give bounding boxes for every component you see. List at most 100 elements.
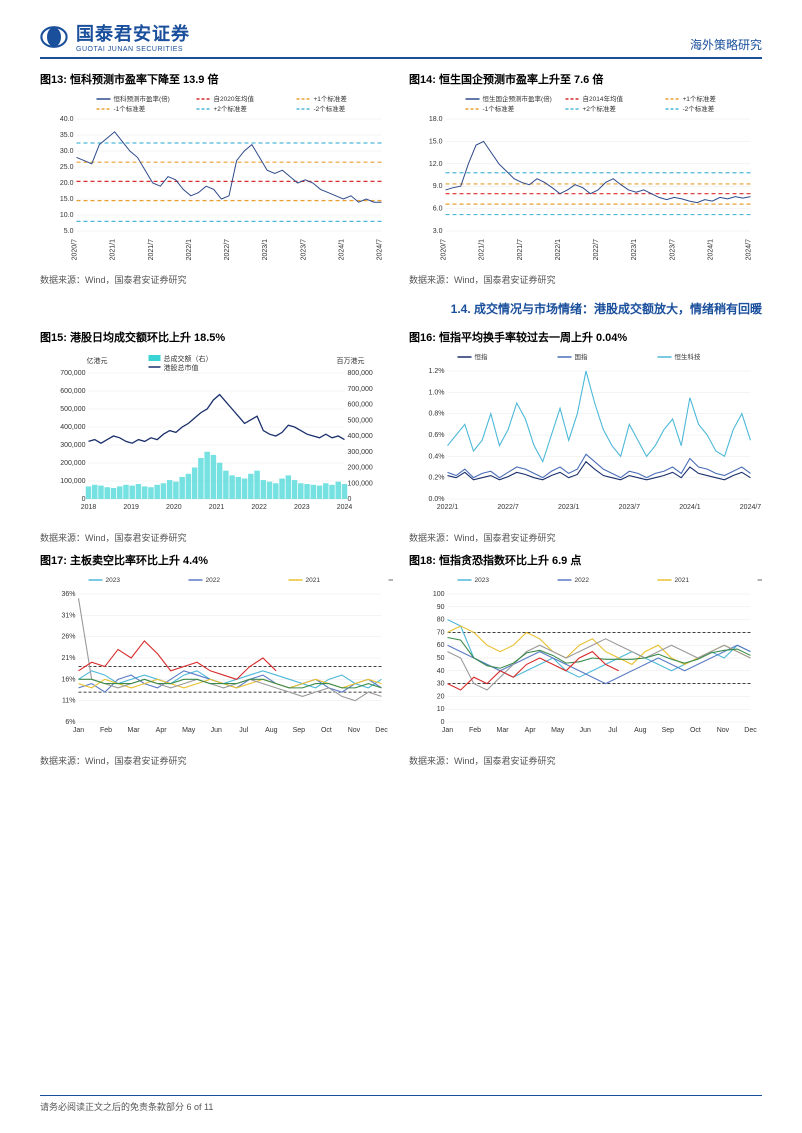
chart-15-source: 数据来源：Wind，国泰君安证券研究: [40, 531, 393, 544]
svg-text:Jan: Jan: [442, 727, 453, 734]
chart-17-title: 图17: 主板卖空比率环比上升 4.4%: [40, 552, 393, 568]
svg-text:30.0: 30.0: [60, 148, 74, 155]
svg-text:21%: 21%: [61, 655, 75, 662]
svg-text:500,000: 500,000: [60, 406, 85, 413]
svg-text:0.6%: 0.6%: [429, 432, 445, 439]
svg-text:2019: 2019: [123, 504, 139, 511]
svg-text:500,000: 500,000: [348, 417, 373, 424]
svg-text:Jun: Jun: [211, 727, 222, 734]
svg-text:400,000: 400,000: [60, 424, 85, 431]
chart-14-title: 图14: 恒生国企预测市盈率上升至 7.6 倍: [409, 71, 762, 87]
svg-text:Jun: Jun: [580, 727, 591, 734]
svg-text:-2个标准差: -2个标准差: [683, 104, 715, 113]
svg-text:100,000: 100,000: [60, 478, 85, 485]
svg-text:300,000: 300,000: [60, 442, 85, 449]
svg-text:2023/7: 2023/7: [669, 239, 676, 261]
svg-text:2021/1: 2021/1: [479, 239, 486, 261]
svg-text:40: 40: [437, 668, 445, 675]
svg-text:20.0: 20.0: [60, 180, 74, 187]
svg-text:1.0%: 1.0%: [429, 389, 445, 396]
svg-text:2020: 2020: [166, 504, 182, 511]
chart-16-title: 图16: 恒指平均换手率较过去一周上升 0.04%: [409, 329, 762, 345]
svg-text:26%: 26%: [61, 634, 75, 641]
svg-text:600,000: 600,000: [348, 402, 373, 409]
svg-text:+2个标准差: +2个标准差: [214, 104, 248, 113]
svg-text:2021: 2021: [209, 504, 225, 511]
svg-text:Sep: Sep: [293, 727, 306, 734]
svg-text:16%: 16%: [61, 676, 75, 683]
svg-text:0: 0: [441, 719, 445, 726]
svg-text:80: 80: [437, 617, 445, 624]
svg-text:2022/1: 2022/1: [437, 504, 459, 511]
svg-text:Oct: Oct: [690, 727, 701, 734]
svg-text:9.0: 9.0: [433, 183, 443, 190]
svg-text:100,000: 100,000: [348, 480, 373, 487]
svg-text:恒生科技: 恒生科技: [675, 352, 702, 361]
chart-15-block: 图15: 港股日均成交额环比上升 18.5% 0 100,000 200,000 30…: [40, 329, 393, 544]
svg-text:Mar: Mar: [128, 727, 141, 734]
logo-block: 国泰君安证券 GUOTAI JUNAN SECURITIES: [40, 20, 190, 53]
svg-text:700,000: 700,000: [60, 370, 85, 377]
svg-text:Dec: Dec: [375, 727, 388, 734]
svg-text:18.0: 18.0: [429, 116, 443, 123]
svg-text:0.2%: 0.2%: [429, 475, 445, 482]
svg-text:10.0: 10.0: [60, 212, 74, 219]
svg-text:50: 50: [437, 655, 445, 662]
svg-text:-1个标准差: -1个标准差: [114, 104, 146, 113]
svg-text:2023: 2023: [294, 504, 310, 511]
svg-text:0: 0: [82, 496, 86, 503]
svg-text:2021: 2021: [306, 577, 321, 584]
svg-text:700,000: 700,000: [348, 386, 373, 393]
svg-text:港股总市值: 港股总市值: [164, 363, 199, 372]
svg-text:2023/1: 2023/1: [558, 504, 580, 511]
svg-text:6%: 6%: [65, 719, 75, 726]
svg-text:100: 100: [433, 591, 445, 598]
svg-text:+2个标准差: +2个标准差: [583, 104, 617, 113]
chart-17-block: 图17: 主板卖空比率环比上升 4.4% 6%11%16%21%26%31%36…: [40, 552, 393, 767]
svg-text:2022: 2022: [206, 577, 221, 584]
svg-text:3.0: 3.0: [433, 228, 443, 235]
svg-text:2024/7: 2024/7: [746, 239, 753, 261]
chart-15-title: 图15: 港股日均成交额环比上升 18.5%: [40, 329, 393, 345]
svg-text:60: 60: [437, 642, 445, 649]
svg-text:0.4%: 0.4%: [429, 453, 445, 460]
svg-text:亿港元: 亿港元: [87, 356, 108, 365]
svg-text:70: 70: [437, 629, 445, 636]
svg-text:Feb: Feb: [469, 727, 481, 734]
svg-text:Nov: Nov: [348, 727, 361, 734]
svg-text:-1个标准差: -1个标准差: [483, 104, 515, 113]
page-footer: 请务必阅读正文之后的免责条款部分 6 of 11: [40, 1095, 762, 1113]
svg-text:Jul: Jul: [239, 727, 248, 734]
svg-text:2022: 2022: [575, 577, 590, 584]
svg-text:国指: 国指: [575, 352, 589, 361]
svg-text:恒生国企预测市盈率(倍): 恒生国企预测市盈率(倍): [483, 94, 552, 103]
chart-14-source: 数据来源：Wind，国泰君安证券研究: [409, 273, 762, 286]
svg-text:0: 0: [348, 496, 352, 503]
svg-text:2024/1: 2024/1: [679, 504, 701, 511]
svg-text:Dec: Dec: [744, 727, 757, 734]
chart-18-source: 数据来源：Wind，国泰君安证券研究: [409, 754, 762, 767]
svg-text:Oct: Oct: [321, 727, 332, 734]
chart-18-svg: 0102030405060708090100JanFebMarAprMayJun…: [409, 572, 762, 747]
header-category: 海外策略研究: [690, 36, 762, 53]
svg-text:Jan: Jan: [73, 727, 84, 734]
chart-13-source: 数据来源：Wind，国泰君安证券研究: [40, 273, 393, 286]
svg-text:5.0: 5.0: [64, 228, 74, 235]
chart-13-block: 图13: 恒科预测市盈率下降至 13.9 倍 5.010.015.020.025…: [40, 71, 393, 286]
svg-text:Apr: Apr: [525, 727, 537, 734]
svg-text:30: 30: [437, 681, 445, 688]
chart-16-svg: 0.0%0.2%0.4%0.6%0.8%1.0%1.2%2022/12022/7…: [409, 349, 762, 524]
svg-text:2022: 2022: [251, 504, 267, 511]
svg-text:200,000: 200,000: [60, 460, 85, 467]
chart-16-source: 数据来源：Wind，国泰君安证券研究: [409, 531, 762, 544]
svg-text:0.8%: 0.8%: [429, 411, 445, 418]
svg-text:Aug: Aug: [634, 727, 647, 734]
svg-text:2022/7: 2022/7: [224, 239, 231, 261]
svg-text:2023/1: 2023/1: [262, 239, 269, 261]
svg-text:2022/7: 2022/7: [497, 504, 519, 511]
svg-text:15.0: 15.0: [60, 196, 74, 203]
svg-text:2022/1: 2022/1: [555, 239, 562, 261]
svg-text:40.0: 40.0: [60, 116, 74, 123]
svg-text:2021/1: 2021/1: [110, 239, 117, 261]
logo-text-cn: 国泰君安证券: [76, 20, 190, 46]
